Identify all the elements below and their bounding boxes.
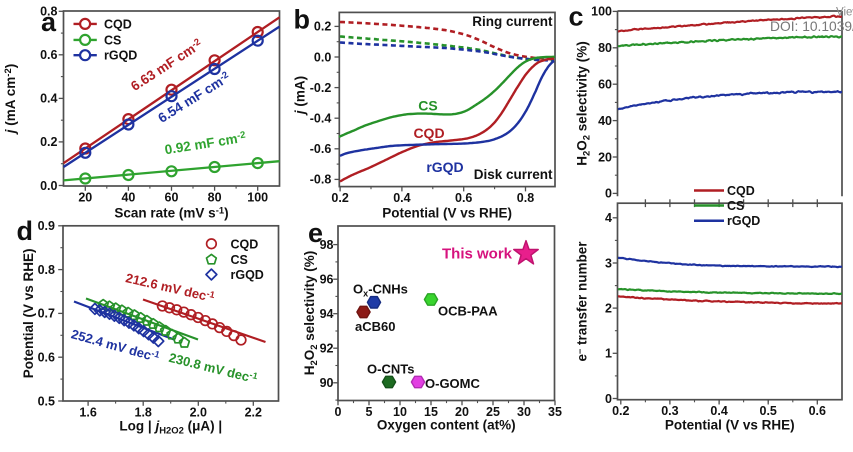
svg-text:0.8: 0.8	[517, 191, 534, 205]
svg-text:a: a	[41, 7, 57, 37]
svg-text:CS: CS	[104, 33, 121, 47]
svg-text:-0.6: -0.6	[310, 142, 332, 156]
svg-text:40: 40	[121, 191, 135, 205]
svg-text:0.2: 0.2	[40, 135, 57, 149]
svg-text:CQD: CQD	[727, 184, 755, 198]
svg-text:20: 20	[455, 405, 469, 419]
svg-text:2.2: 2.2	[245, 406, 262, 420]
svg-text:0.2: 0.2	[331, 191, 348, 205]
svg-text:Potential (V vs RHE): Potential (V vs RHE)	[665, 418, 795, 433]
svg-text:4: 4	[605, 211, 612, 225]
svg-text:0.4: 0.4	[393, 191, 410, 205]
svg-text:CQD: CQD	[104, 17, 132, 31]
svg-text:e: e	[308, 218, 323, 248]
svg-text:0.0: 0.0	[40, 179, 57, 193]
svg-text:0.2: 0.2	[612, 404, 629, 418]
svg-text:H2O2 selectivity (%): H2O2 selectivity (%)	[575, 41, 593, 166]
svg-text:94: 94	[320, 307, 334, 321]
svg-text:OCB-PAA: OCB-PAA	[438, 304, 498, 319]
svg-text:0.6: 0.6	[455, 191, 472, 205]
svg-text:0.8: 0.8	[38, 263, 55, 277]
svg-text:b: b	[294, 5, 311, 35]
svg-text:35: 35	[548, 405, 562, 419]
svg-text:CS: CS	[231, 253, 248, 267]
svg-text:0.4: 0.4	[40, 92, 57, 106]
svg-text:30: 30	[517, 405, 531, 419]
svg-text:O-GOMC: O-GOMC	[425, 376, 480, 391]
svg-text:DOI: 10.1039/C9NR05511H: DOI: 10.1039/C9NR05511H	[770, 19, 853, 34]
svg-text:0.6: 0.6	[38, 351, 55, 365]
svg-text:20: 20	[598, 150, 612, 164]
svg-text:Disk current: Disk current	[474, 167, 553, 182]
svg-text:0: 0	[335, 405, 342, 419]
svg-text:0.0: 0.0	[314, 50, 331, 64]
svg-text:1.8: 1.8	[135, 406, 152, 420]
svg-text:Potential (V vs RHE): Potential (V vs RHE)	[21, 249, 36, 379]
svg-text:0.8: 0.8	[40, 5, 57, 19]
svg-text:-0.4: -0.4	[310, 112, 332, 126]
svg-text:Potential (V vs RHE): Potential (V vs RHE)	[382, 206, 512, 221]
svg-text:1: 1	[605, 347, 612, 361]
svg-text:rGQD: rGQD	[727, 214, 760, 228]
svg-text:d: d	[17, 216, 34, 246]
svg-text:80: 80	[208, 191, 222, 205]
svg-text:2.0: 2.0	[190, 406, 207, 420]
svg-text:j (mA cm-2): j (mA cm-2)	[3, 64, 18, 135]
svg-text:80: 80	[598, 41, 612, 55]
svg-text:View: View	[836, 7, 853, 19]
svg-text:Ox-CNHs: Ox-CNHs	[353, 282, 408, 299]
svg-text:Oxygen content (at%): Oxygen content (at%)	[377, 418, 516, 433]
svg-text:25: 25	[486, 405, 500, 419]
svg-text:60: 60	[598, 78, 612, 92]
svg-text:10: 10	[393, 405, 407, 419]
svg-text:0.5: 0.5	[760, 404, 777, 418]
svg-text:j (mA): j (mA)	[293, 76, 308, 116]
svg-text:CS: CS	[418, 98, 437, 114]
svg-text:96: 96	[320, 273, 334, 287]
svg-text:1.6: 1.6	[79, 406, 96, 420]
svg-text:100: 100	[591, 5, 612, 19]
svg-text:rGQD: rGQD	[231, 268, 264, 282]
svg-text:e– transfer number: e– transfer number	[574, 241, 589, 362]
svg-text:2: 2	[605, 301, 612, 315]
svg-text:0.4: 0.4	[710, 404, 727, 418]
svg-text:0.6: 0.6	[809, 404, 826, 418]
svg-text:0: 0	[605, 392, 612, 406]
svg-text:O-CNTs: O-CNTs	[367, 362, 414, 377]
svg-text:This work: This work	[442, 246, 513, 263]
svg-text:15: 15	[424, 405, 438, 419]
svg-text:90: 90	[320, 376, 334, 390]
svg-text:Scan rate (mV s-1): Scan rate (mV s-1)	[114, 205, 228, 220]
svg-text:20: 20	[78, 191, 92, 205]
svg-text:c: c	[569, 2, 584, 32]
svg-text:60: 60	[165, 191, 179, 205]
svg-text:0.5: 0.5	[38, 394, 55, 408]
svg-text:-0.8: -0.8	[310, 173, 332, 187]
svg-text:92: 92	[320, 342, 334, 356]
svg-text:rGQD: rGQD	[426, 159, 463, 175]
svg-text:aCB60: aCB60	[355, 319, 395, 334]
svg-text:0.3: 0.3	[661, 404, 678, 418]
svg-text:5: 5	[366, 405, 373, 419]
svg-text:0.2: 0.2	[314, 20, 331, 34]
svg-text:0.9: 0.9	[38, 219, 55, 233]
svg-text:CS: CS	[727, 199, 744, 213]
svg-text:0: 0	[605, 187, 612, 201]
svg-text:-0.2: -0.2	[310, 81, 332, 95]
svg-text:0.7: 0.7	[38, 307, 55, 321]
svg-text:CQD: CQD	[231, 237, 259, 251]
svg-text:98: 98	[320, 238, 334, 252]
svg-text:H2O2 selectivity (%): H2O2 selectivity (%)	[302, 251, 320, 376]
svg-text:CQD: CQD	[413, 125, 444, 141]
svg-text:100: 100	[247, 191, 268, 205]
svg-text:0.6: 0.6	[40, 48, 57, 62]
svg-text:Ring current: Ring current	[472, 14, 553, 29]
svg-text:Log | jH2O2 (μA) |: Log | jH2O2 (μA) |	[119, 419, 222, 437]
svg-text:40: 40	[598, 114, 612, 128]
svg-text:3: 3	[605, 256, 612, 270]
svg-text:rGQD: rGQD	[104, 49, 137, 63]
